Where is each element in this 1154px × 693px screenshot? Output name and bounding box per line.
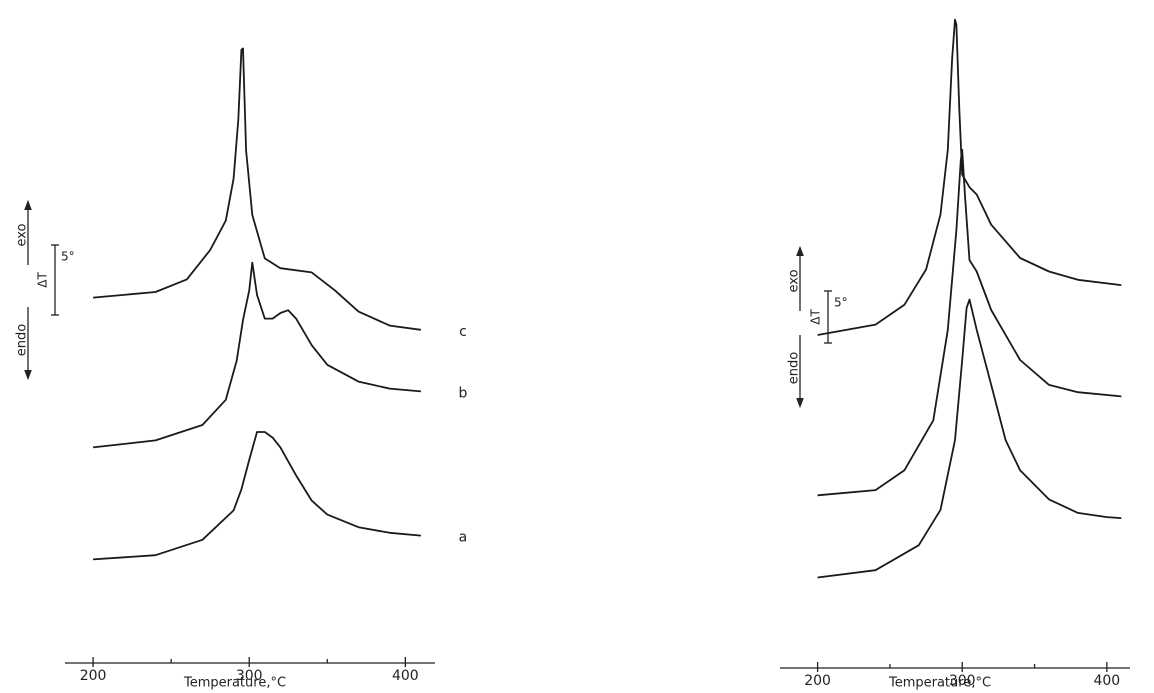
x-tick-label: 200 [804, 673, 831, 689]
curve [93, 431, 421, 561]
curve-label: b [459, 385, 468, 401]
scale-label: 5° [61, 250, 75, 264]
curve-label: a [459, 530, 468, 546]
x-tick-label: 300 [949, 673, 976, 689]
endo-label: endo [15, 324, 30, 356]
x-axis-label: Temperature,°C [888, 676, 991, 691]
scale-label: 5° [834, 295, 848, 309]
curve [92, 261, 421, 449]
delta-t-label: ΔT [36, 272, 50, 288]
exo-label: exo [15, 223, 30, 246]
x-tick-label: 400 [1093, 673, 1120, 689]
x-tick-label: 200 [80, 668, 107, 684]
curve [817, 18, 1122, 336]
curve [817, 298, 1122, 579]
x-axis-label: Temperature,°C [183, 676, 286, 691]
x-tick-label: 300 [236, 668, 263, 684]
exo-label: exo [787, 269, 802, 292]
endo-label: endo [787, 352, 802, 384]
curve-label: c [459, 324, 467, 340]
delta-t-label: ΔT [809, 309, 823, 325]
x-tick-label: 400 [392, 668, 419, 684]
curve [817, 148, 1122, 497]
curve [93, 47, 422, 331]
